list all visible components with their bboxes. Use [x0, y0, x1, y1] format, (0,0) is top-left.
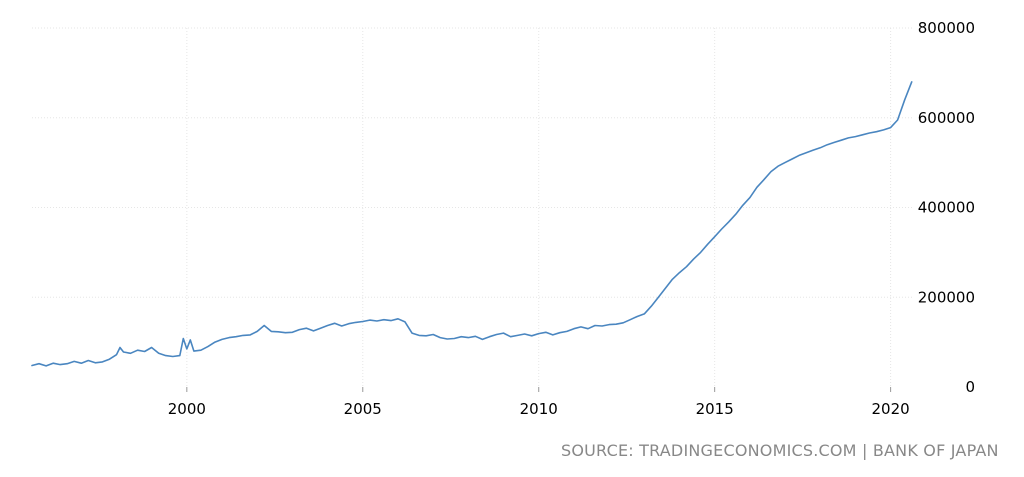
series-layer — [31, 81, 913, 367]
y-tick-label: 0 — [965, 378, 975, 396]
x-tick-label: 2010 — [520, 400, 558, 418]
y-tick-label: 400000 — [918, 199, 975, 217]
x-tick-label: 2005 — [344, 400, 382, 418]
x-axis-ticks: 2000 2005 2010 2015 2020 — [168, 387, 910, 418]
x-tick-label: 2015 — [696, 400, 734, 418]
grid-lines — [32, 27, 912, 387]
x-tick-label: 2020 — [872, 400, 910, 418]
y-tick-label: 800000 — [918, 19, 975, 37]
source-attribution: SOURCE: TRADINGECONOMICS.COM | BANK OF J… — [561, 441, 999, 460]
y-tick-label: 600000 — [918, 109, 975, 127]
y-tick-label: 200000 — [918, 288, 975, 306]
y-axis-ticks: 0 200000 400000 600000 800000 — [918, 19, 975, 396]
series-line — [31, 81, 913, 367]
x-tick-label: 2000 — [168, 400, 206, 418]
